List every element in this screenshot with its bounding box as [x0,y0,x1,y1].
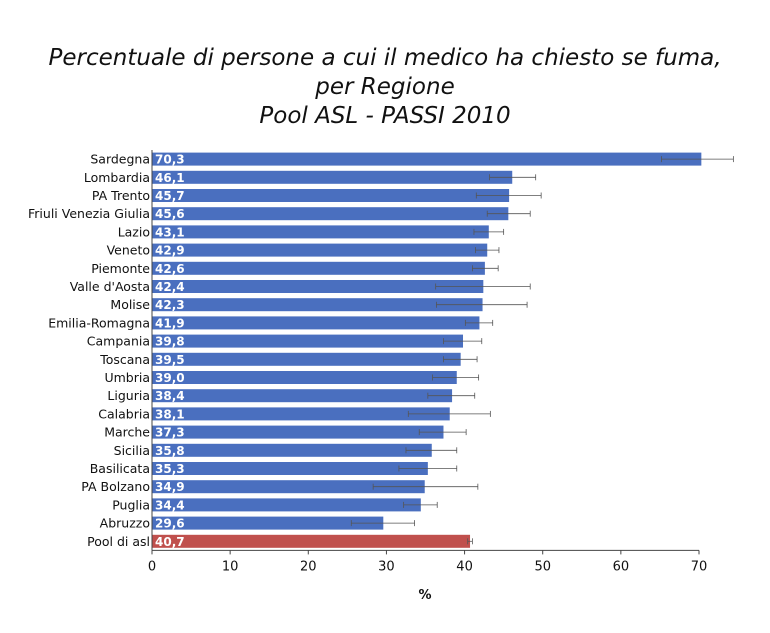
bar-17 [152,462,428,475]
value-label-11: 39,5 [155,353,185,367]
x-tick-label-3: 30 [378,559,395,574]
category-label-18: PA Bolzano [81,479,150,494]
chart-title-line-1: Percentuale di persone a cui il medico h… [48,45,722,71]
category-label-12: Umbria [104,370,150,385]
bar-6 [152,261,485,275]
bar-0 [152,152,702,166]
x-tick-label-4: 40 [456,559,473,574]
bar-9 [152,316,480,330]
bar-3 [152,207,509,221]
bar-1 [152,170,513,184]
bar-2 [152,189,510,202]
category-label-1: Lombardia [84,170,150,185]
value-label-7: 42,4 [155,280,185,294]
chart-title: Percentuale di persone a cui il medico h… [0,44,770,131]
value-label-18: 34,9 [155,480,185,494]
value-label-9: 41,9 [155,316,185,330]
value-label-15: 37,3 [155,426,185,440]
value-label-19: 34,4 [155,498,185,512]
value-label-6: 42,6 [155,262,185,276]
category-label-20: Abruzzo [100,516,150,531]
chart-title-line-2: per Regione [315,74,455,100]
value-label-14: 38,1 [155,407,185,421]
category-label-6: Piemonte [91,261,150,276]
bar-10 [152,334,464,348]
bar-14 [152,407,450,421]
bar-19 [152,498,421,512]
value-label-10: 39,8 [155,335,185,349]
category-label-16: Sicilia [114,443,150,458]
value-label-0: 70,3 [155,153,185,167]
value-label-20: 29,6 [155,517,185,531]
bar-20 [152,516,384,530]
bar-21 [152,534,471,548]
x-axis: 0 10 20 30 40 50 60 70 [148,150,707,574]
category-label-2: PA Trento [92,188,150,203]
value-label-21: 40,7 [155,535,185,549]
bar-8 [152,298,483,312]
category-label-15: Marche [104,425,150,440]
bar-16 [152,443,432,457]
bar-7 [152,280,484,293]
x-tick-label-0: 0 [148,559,156,574]
x-tick-label-6: 60 [613,559,630,574]
category-label-10: Campania [87,334,150,349]
bar-12 [152,371,457,384]
value-label-5: 42,9 [155,244,185,258]
bar-13 [152,389,453,403]
value-label-3: 45,6 [155,207,185,221]
category-label-11: Toscana [99,352,150,367]
category-label-21: Pool di asl [87,534,150,549]
x-tick-label-5: 50 [534,559,551,574]
category-label-7: Valle d'Aosta [70,279,150,294]
category-label-9: Emilia-Romagna [48,315,150,330]
bar-15 [152,425,444,439]
category-label-0: Sardegna [90,152,150,167]
x-tick-label-2: 20 [300,559,317,574]
bar-18 [152,480,425,494]
value-label-13: 38,4 [155,389,185,403]
category-label-19: Puglia [112,497,150,512]
x-axis-label: % [418,588,431,603]
value-label-16: 35,8 [155,444,185,458]
chart-title-line-3: Pool ASL - PASSI 2010 [259,103,511,129]
category-label-8: Molise [110,297,150,312]
category-label-17: Basilicata [90,461,150,476]
x-tick-label-1: 10 [222,559,239,574]
category-label-14: Calabria [98,406,150,421]
value-label-2: 45,7 [155,189,185,203]
bar-5 [152,243,488,257]
category-label-13: Liguria [107,388,150,403]
value-label-1: 46,1 [155,171,185,185]
bar-4 [152,225,489,239]
x-tick-label-7: 70 [691,559,708,574]
bars-group: Sardegna 70,3 Lombardia 46,1 PA Trento 45,7 Fr… [28,152,734,549]
category-label-4: Lazio [118,224,150,239]
category-label-3: Friuli Venezia Giulia [28,206,150,221]
value-label-12: 39,0 [155,371,185,385]
category-label-5: Veneto [107,243,150,258]
bar-11 [152,352,461,366]
value-label-8: 42,3 [155,298,185,312]
value-label-17: 35,3 [155,462,185,476]
value-label-4: 43,1 [155,225,185,239]
